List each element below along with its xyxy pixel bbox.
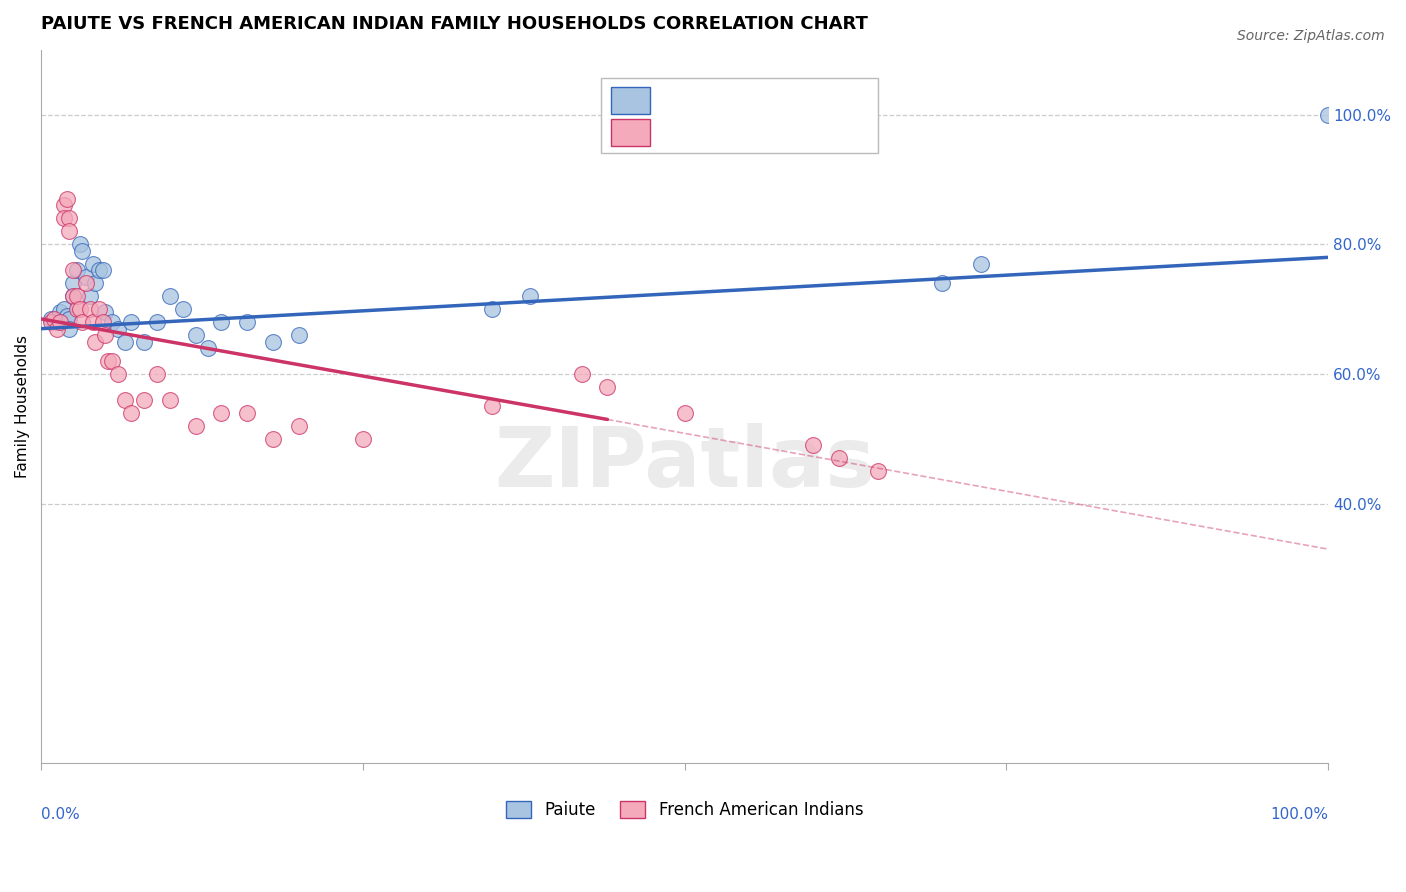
Text: N = 38: N = 38 (782, 94, 837, 109)
Point (58, 211, 80, 226)
Point (49, 315, 72, 329)
Point (120, 315, 142, 329)
Point (41, 312, 63, 326)
Point (132, 334, 155, 349)
Point (101, 315, 124, 329)
Point (97, 354, 120, 368)
Point (82, 257, 104, 271)
Point (66, 302, 89, 317)
Point (91, 263, 114, 277)
FancyBboxPatch shape (600, 78, 877, 153)
Point (1317, 108, 1340, 122)
Point (56, 309, 79, 323)
Text: N = 43: N = 43 (782, 128, 837, 144)
Point (79, 289, 101, 303)
Text: PAIUTE VS FRENCH AMERICAN INDIAN FAMILY HOUSEHOLDS CORRELATION CHART: PAIUTE VS FRENCH AMERICAN INDIAN FAMILY … (41, 15, 868, 33)
Text: Source: ZipAtlas.com: Source: ZipAtlas.com (1237, 29, 1385, 43)
Point (184, 328, 207, 343)
Point (866, 464, 889, 478)
Point (66, 263, 89, 277)
Point (197, 341, 219, 355)
Point (84, 334, 107, 349)
Point (132, 392, 155, 407)
Point (75, 269, 97, 284)
Point (53, 302, 76, 317)
Point (828, 451, 851, 466)
Point (75, 277, 97, 291)
Point (45, 315, 67, 329)
Point (107, 321, 129, 335)
Point (146, 367, 169, 381)
Point (262, 334, 284, 349)
Point (146, 315, 169, 329)
Point (801, 438, 824, 452)
Point (84, 277, 107, 291)
Point (94, 305, 117, 319)
Point (209, 406, 232, 420)
Legend: Paiute, French American Indians: Paiute, French American Indians (499, 795, 870, 826)
Point (42, 312, 65, 326)
Point (236, 315, 259, 329)
Y-axis label: Family Households: Family Households (15, 335, 30, 478)
Point (114, 392, 136, 407)
Point (58, 312, 80, 326)
Point (571, 367, 593, 381)
Point (72, 244, 94, 258)
Point (159, 289, 181, 303)
Point (94, 328, 117, 343)
Point (209, 315, 232, 329)
Point (79, 302, 101, 317)
Point (69, 302, 91, 317)
Point (519, 289, 541, 303)
Point (53, 211, 76, 226)
Text: R =  0.264: R = 0.264 (662, 94, 754, 109)
Point (931, 277, 953, 291)
Point (58, 321, 80, 335)
Point (53, 198, 76, 212)
Point (352, 432, 374, 446)
Point (969, 257, 991, 271)
Point (45, 321, 67, 335)
Point (184, 419, 207, 434)
Text: 0.0%: 0.0% (41, 807, 80, 822)
FancyBboxPatch shape (612, 87, 650, 114)
Point (58, 224, 80, 238)
Point (172, 302, 194, 317)
Point (66, 289, 89, 303)
Point (287, 328, 309, 343)
Text: ZIPatlas: ZIPatlas (494, 423, 875, 504)
Point (107, 367, 129, 381)
Point (41, 315, 63, 329)
Point (481, 302, 503, 317)
Point (87, 302, 110, 317)
Point (287, 419, 309, 434)
Point (62, 263, 84, 277)
Point (62, 289, 84, 303)
Point (87, 263, 110, 277)
Point (120, 406, 142, 420)
Point (82, 315, 104, 329)
Text: 100.0%: 100.0% (1270, 807, 1329, 822)
Point (596, 380, 619, 394)
Point (159, 392, 181, 407)
Point (62, 277, 84, 291)
Point (236, 406, 259, 420)
Point (481, 400, 503, 414)
Point (101, 354, 124, 368)
Point (56, 192, 79, 206)
Point (69, 237, 91, 252)
Point (49, 305, 72, 319)
Point (72, 315, 94, 329)
FancyBboxPatch shape (612, 119, 650, 146)
Point (114, 334, 136, 349)
Point (91, 315, 114, 329)
Point (673, 406, 696, 420)
Point (262, 432, 284, 446)
Text: R = -0.204: R = -0.204 (662, 128, 754, 144)
Point (62, 289, 84, 303)
